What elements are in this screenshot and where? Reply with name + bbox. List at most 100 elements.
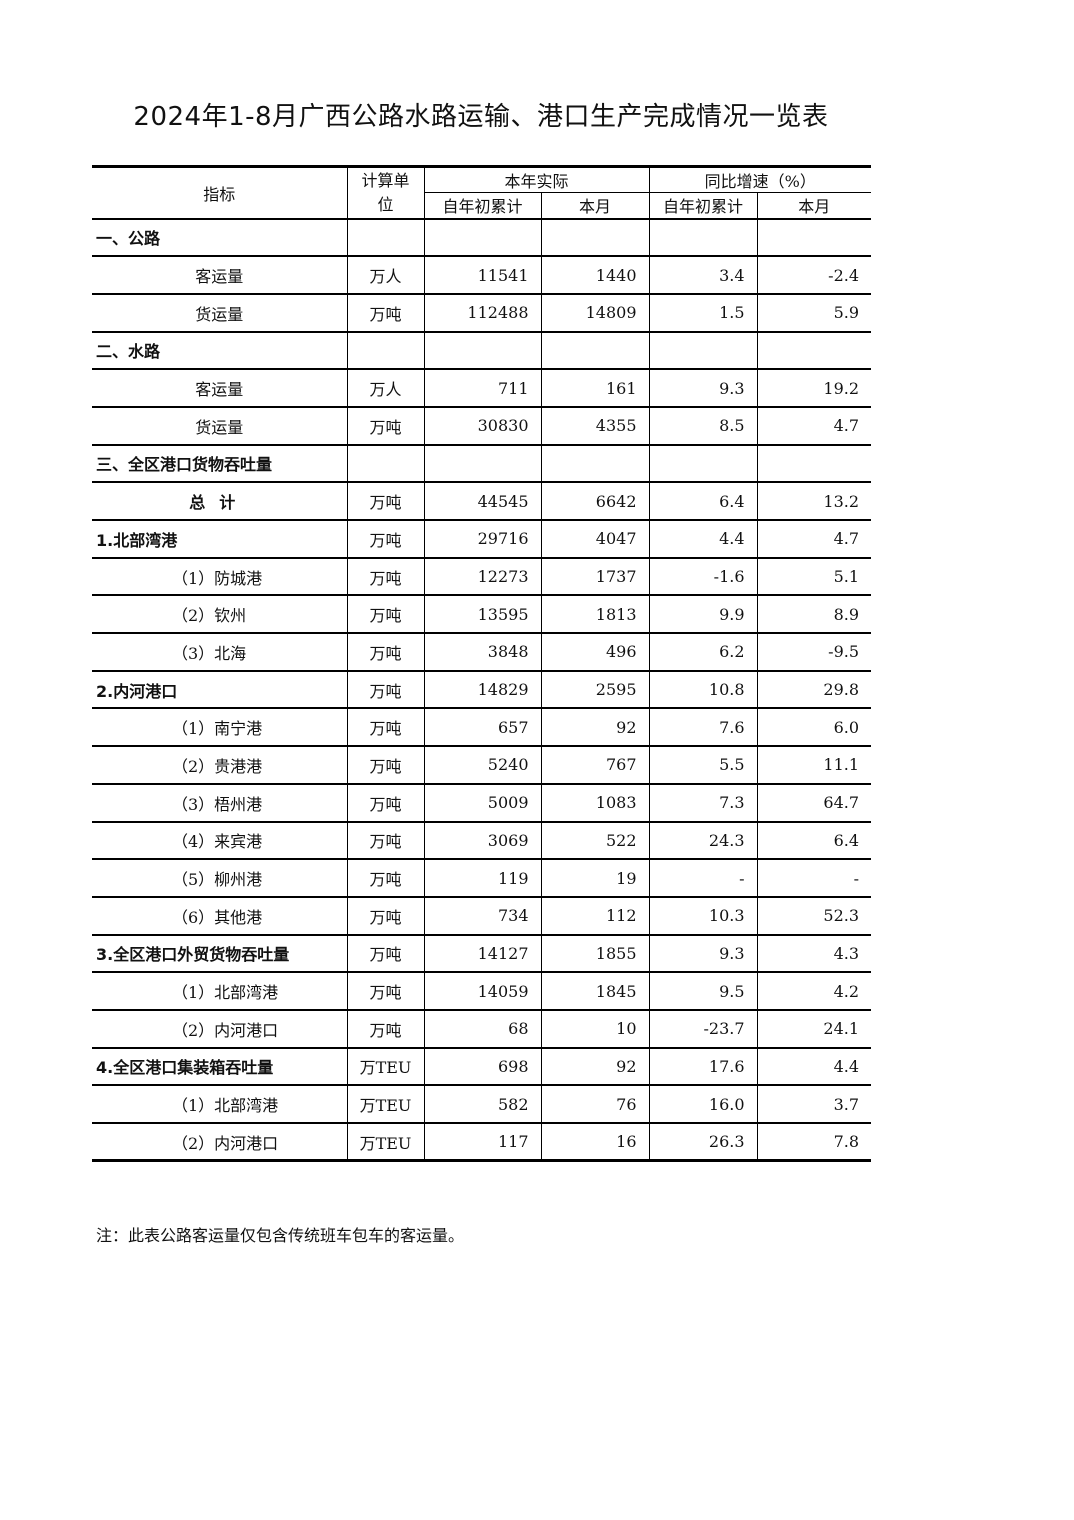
actual-month-cell: 92 <box>540 1047 650 1086</box>
actual-ytd-cell <box>423 218 542 257</box>
growth-month-cell: - <box>756 858 872 898</box>
table-row: （6）其他港 万吨 734 112 10.3 52.3 <box>92 896 872 936</box>
growth-ytd-cell: 9.3 <box>648 368 758 408</box>
unit-cell <box>346 331 425 370</box>
table-row: 二、水路 <box>92 331 872 370</box>
unit-cell: 万吨 <box>346 896 425 936</box>
actual-ytd-cell: 5240 <box>423 745 542 785</box>
table-row: 货运量 万吨 112488 14809 1.5 5.9 <box>92 293 872 333</box>
unit-cell: 万吨 <box>346 1009 425 1049</box>
actual-month-cell <box>540 331 650 370</box>
row-label: （5）柳州港 <box>92 858 348 898</box>
actual-ytd-cell: 112488 <box>423 293 542 333</box>
growth-ytd-cell: 3.4 <box>648 255 758 295</box>
unit-cell: 万吨 <box>346 594 425 634</box>
page-title: 2024年1-8月广西公路水路运输、港口生产完成情况一览表 <box>133 102 829 132</box>
table-row: 客运量 万人 711 161 9.3 19.2 <box>92 368 872 408</box>
actual-ytd-cell: 698 <box>423 1047 542 1086</box>
row-label: 客运量 <box>92 368 348 408</box>
row-label: （3）北海 <box>92 632 348 672</box>
table-row: （1）南宁港 万吨 657 92 7.6 6.0 <box>92 707 872 747</box>
actual-month-cell: 92 <box>540 707 650 747</box>
actual-ytd-cell: 3069 <box>423 821 542 860</box>
actual-month-cell: 4047 <box>540 519 650 559</box>
row-label: （1）南宁港 <box>92 707 348 747</box>
unit-cell <box>346 444 425 483</box>
growth-month-cell: 6.4 <box>756 821 872 860</box>
growth-ytd-cell: 8.5 <box>648 406 758 446</box>
unit-cell: 万吨 <box>346 707 425 747</box>
actual-ytd-cell: 711 <box>423 368 542 408</box>
header-indicator: 指标 <box>92 166 348 219</box>
growth-ytd-cell: -23.7 <box>648 1009 758 1049</box>
growth-month-cell: 5.1 <box>756 557 872 596</box>
row-label: （2）贵港港 <box>92 745 348 785</box>
actual-month-cell <box>540 218 650 257</box>
growth-month-cell: 13.2 <box>756 481 872 521</box>
unit-cell: 万吨 <box>346 519 425 559</box>
actual-month-cell: 522 <box>540 821 650 860</box>
actual-month-cell: 19 <box>540 858 650 898</box>
actual-ytd-cell: 14059 <box>423 971 542 1011</box>
table-row: （2）内河港口 万TEU 117 16 26.3 7.8 <box>92 1122 872 1162</box>
table-body: 一、公路 客运量 万人 11541 1440 3.4 -2.4 货运量 万吨 112488 1480… <box>92 218 872 1162</box>
row-label: （1）北部湾港 <box>92 971 348 1011</box>
growth-ytd-cell: 4.4 <box>648 519 758 559</box>
table-row: （4）来宾港 万吨 3069 522 24.3 6.4 <box>92 821 872 860</box>
growth-month-cell: 29.8 <box>756 670 872 709</box>
row-label: 货运量 <box>92 293 348 333</box>
table-row: 客运量 万人 11541 1440 3.4 -2.4 <box>92 255 872 295</box>
actual-month-cell: 1737 <box>540 557 650 596</box>
unit-cell: 万TEU <box>346 1084 425 1124</box>
row-label: （4）来宾港 <box>92 821 348 860</box>
actual-ytd-cell: 44545 <box>423 481 542 521</box>
actual-ytd-cell: 3848 <box>423 632 542 672</box>
actual-month-cell: 1845 <box>540 971 650 1011</box>
growth-ytd-cell: 16.0 <box>648 1084 758 1124</box>
table-row: （3）梧州港 万吨 5009 1083 7.3 64.7 <box>92 783 872 822</box>
unit-cell <box>346 218 425 257</box>
table-row: 4.全区港口集装箱吞吐量 万TEU 698 92 17.6 4.4 <box>92 1047 872 1086</box>
growth-month-cell: 24.1 <box>756 1009 872 1049</box>
unit-cell: 万吨 <box>346 670 425 709</box>
table-row: （2）钦州 万吨 13595 1813 9.9 8.9 <box>92 594 872 634</box>
actual-ytd-cell: 734 <box>423 896 542 936</box>
unit-cell: 万吨 <box>346 632 425 672</box>
table-row: （1）北部湾港 万吨 14059 1845 9.5 4.2 <box>92 971 872 1011</box>
unit-cell: 万TEU <box>346 1122 425 1162</box>
row-label: 总计 <box>92 481 348 521</box>
table-row: （2）贵港港 万吨 5240 767 5.5 11.1 <box>92 745 872 785</box>
row-label: （3）梧州港 <box>92 783 348 822</box>
growth-ytd-cell: 9.3 <box>648 934 758 973</box>
growth-month-cell: 3.7 <box>756 1084 872 1124</box>
actual-ytd-cell: 657 <box>423 707 542 747</box>
table-row: 货运量 万吨 30830 4355 8.5 4.7 <box>92 406 872 446</box>
table-row: 3.全区港口外贸货物吞吐量 万吨 14127 1855 9.3 4.3 <box>92 934 872 973</box>
table-row: 2.内河港口 万吨 14829 2595 10.8 29.8 <box>92 670 872 709</box>
header-actual: 本年实际 <box>423 166 650 193</box>
growth-month-cell: 19.2 <box>756 368 872 408</box>
growth-month-cell: 4.2 <box>756 971 872 1011</box>
row-label: （1）防城港 <box>92 557 348 596</box>
actual-ytd-cell <box>423 444 542 483</box>
growth-ytd-cell: 10.8 <box>648 670 758 709</box>
growth-month-cell: 4.3 <box>756 934 872 973</box>
growth-ytd-cell: 17.6 <box>648 1047 758 1086</box>
actual-month-cell: 496 <box>540 632 650 672</box>
row-label: （2）钦州 <box>92 594 348 634</box>
growth-ytd-cell: 9.5 <box>648 971 758 1011</box>
actual-month-cell: 10 <box>540 1009 650 1049</box>
actual-ytd-cell: 29716 <box>423 519 542 559</box>
growth-month-cell: 6.0 <box>756 707 872 747</box>
growth-ytd-cell: 6.4 <box>648 481 758 521</box>
row-label: 4.全区港口集装箱吞吐量 <box>92 1047 348 1086</box>
growth-ytd-cell: 26.3 <box>648 1122 758 1162</box>
table-row: （1）北部湾港 万TEU 582 76 16.0 3.7 <box>92 1084 872 1124</box>
row-label: （6）其他港 <box>92 896 348 936</box>
growth-month-cell: 64.7 <box>756 783 872 822</box>
header-growth: 同比增速（%） <box>648 166 872 193</box>
actual-ytd-cell: 582 <box>423 1084 542 1124</box>
growth-month-cell <box>756 331 872 370</box>
actual-month-cell: 112 <box>540 896 650 936</box>
growth-month-cell <box>756 444 872 483</box>
